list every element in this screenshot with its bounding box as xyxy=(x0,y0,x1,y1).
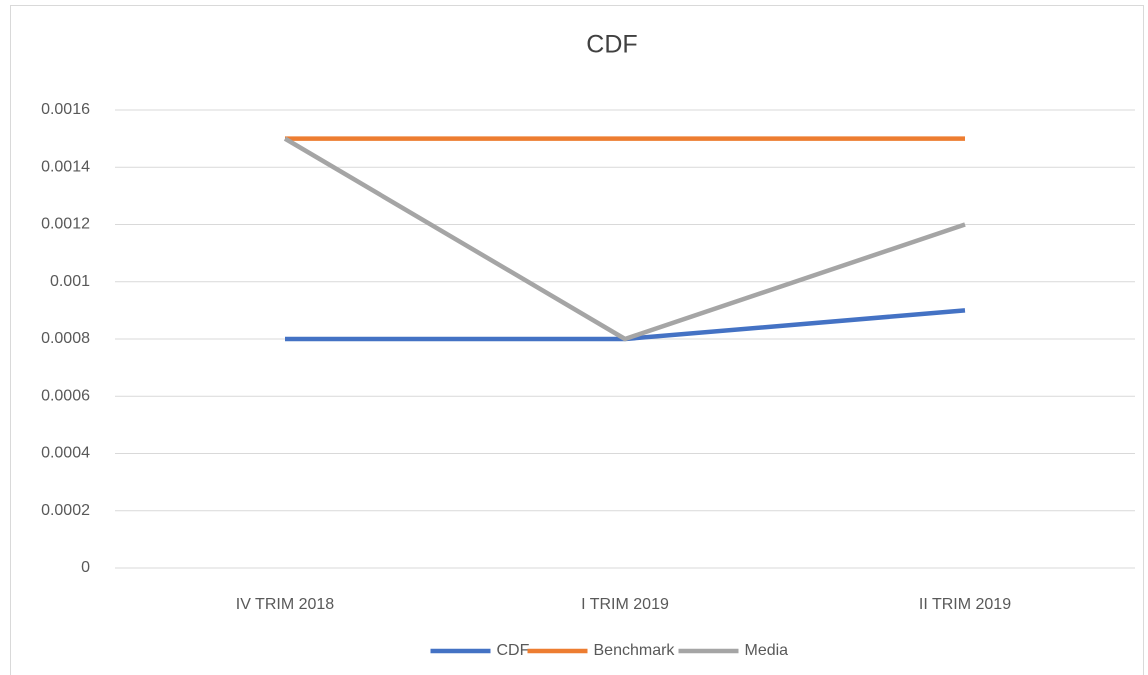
y-tick-label: 0.0002 xyxy=(41,502,90,519)
chart-title: CDF xyxy=(586,31,637,59)
x-tick-label: IV TRIM 2018 xyxy=(236,596,335,613)
x-tick-label: I TRIM 2019 xyxy=(581,596,669,613)
y-tick-label: 0.0016 xyxy=(41,101,90,118)
y-tick-label: 0.0014 xyxy=(41,158,90,175)
y-tick-label: 0.001 xyxy=(50,273,90,290)
y-tick-label: 0.0008 xyxy=(41,330,90,347)
y-tick-label: 0.0004 xyxy=(41,445,90,462)
x-tick-label: II TRIM 2019 xyxy=(919,596,1011,613)
y-tick-label: 0.0012 xyxy=(41,216,90,233)
legend-label: CDF xyxy=(497,642,530,659)
legend-label: Media xyxy=(745,642,789,659)
y-tick-label: 0.0006 xyxy=(41,387,90,404)
y-tick-label: 0 xyxy=(81,559,90,576)
legend-label: Benchmark xyxy=(594,642,676,659)
line-series xyxy=(283,136,966,342)
